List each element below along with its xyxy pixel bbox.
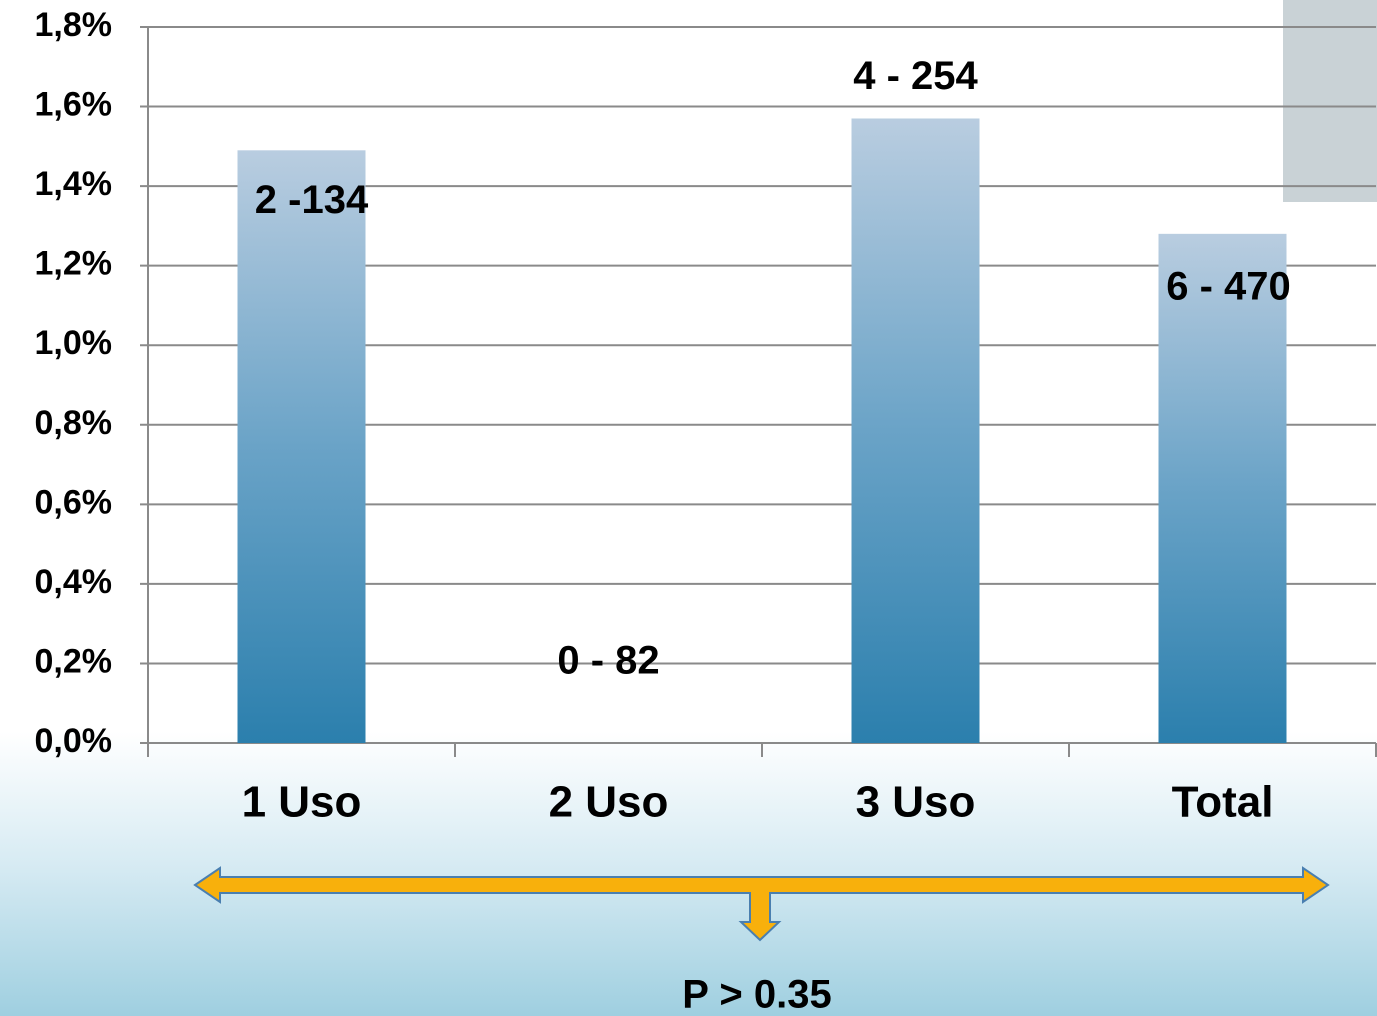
bar [851, 118, 980, 743]
y-tick-label: 1,6% [35, 86, 113, 124]
y-tick-label: 0,6% [35, 483, 113, 521]
x-tick-label: 2 Uso [549, 778, 669, 827]
y-tick-label: 0,8% [35, 404, 113, 442]
bar-annotation: 0 - 82 [557, 639, 659, 683]
bar-annotation: 6 - 470 [1166, 264, 1291, 308]
y-tick-label: 1,4% [35, 165, 113, 203]
corner-image [1283, 0, 1377, 202]
y-tick-label: 1,2% [35, 245, 113, 283]
y-tick-label: 1,8% [35, 6, 113, 44]
x-tick-label: 1 Uso [242, 778, 362, 827]
bar [1158, 233, 1287, 743]
y-tick-label: 1,0% [35, 324, 113, 362]
bar-annotation: 2 -134 [255, 178, 369, 222]
y-tick-label: 0,0% [35, 722, 113, 760]
p-arrow [193, 866, 1330, 942]
y-tick-label: 0,4% [35, 563, 113, 601]
y-tick-label: 0,2% [35, 642, 113, 680]
bar [237, 150, 366, 744]
bar-annotation: 4 - 254 [853, 54, 978, 98]
x-tick-label: Total [1172, 778, 1274, 827]
p-value: P > 0.35 [682, 973, 831, 1016]
x-tick-label: 3 Uso [856, 778, 976, 827]
